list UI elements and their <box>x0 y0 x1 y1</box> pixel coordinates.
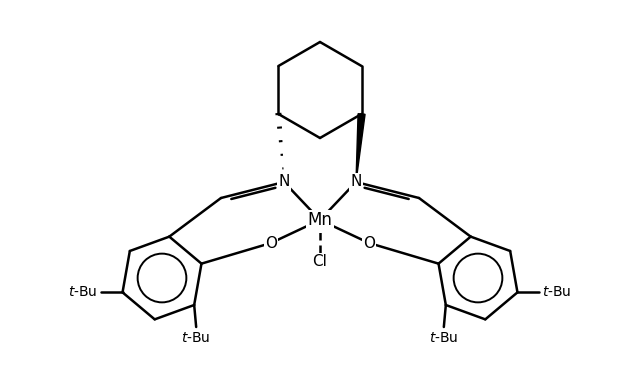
Text: $t$-Bu: $t$-Bu <box>68 285 97 299</box>
Text: $t$-Bu: $t$-Bu <box>182 331 211 345</box>
Text: O: O <box>265 235 277 251</box>
Text: N: N <box>350 174 362 190</box>
Text: Mn: Mn <box>308 211 332 229</box>
Text: Cl: Cl <box>312 255 328 269</box>
Text: $t$-Bu: $t$-Bu <box>429 331 458 345</box>
Text: N: N <box>278 174 290 190</box>
Polygon shape <box>356 114 365 182</box>
Text: O: O <box>363 235 375 251</box>
Text: $t$-Bu: $t$-Bu <box>543 285 572 299</box>
